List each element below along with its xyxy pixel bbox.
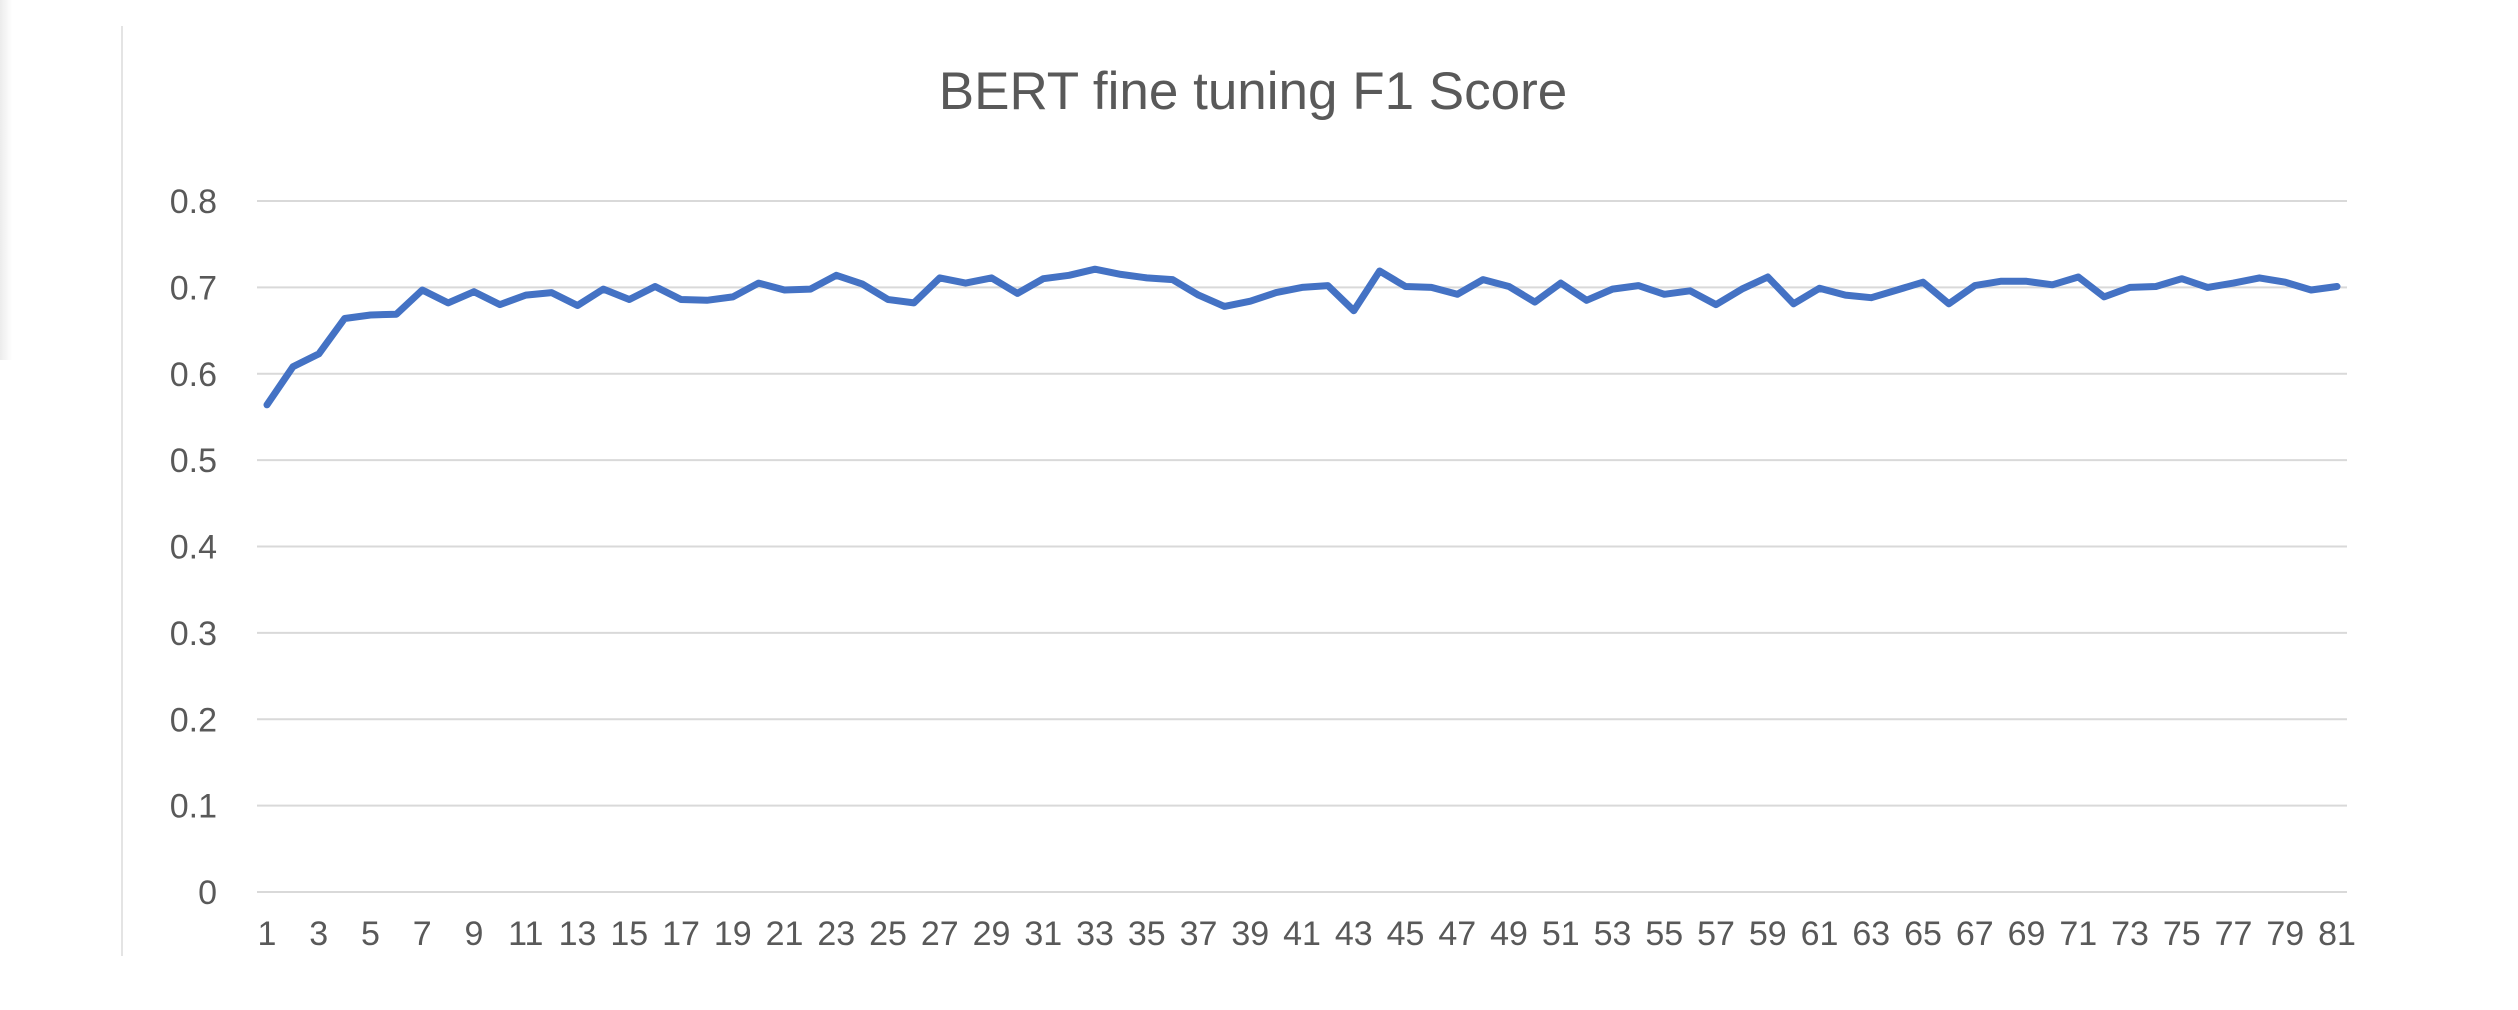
series-group	[263, 265, 2341, 409]
x-tick-label: 7	[413, 915, 432, 953]
series-line	[263, 265, 2341, 409]
x-tick-label: 69	[2008, 915, 2046, 953]
x-tick-label: 9	[465, 915, 484, 953]
x-tick-label: 37	[1180, 915, 1218, 953]
x-tick-label: 29	[973, 915, 1011, 953]
y-tick-label: 0.3	[170, 615, 217, 653]
x-tick-label: 27	[921, 915, 959, 953]
x-tick-label: 39	[1231, 915, 1269, 953]
x-axis-labels: 1 3 5 7 9 11 13 15 17 19 21 23 25 27 29 31 33 35 37 39 41 43 4…	[258, 915, 2356, 953]
x-tick-label: 81	[2318, 915, 2356, 953]
gridlines	[257, 200, 2347, 893]
x-tick-label: 1	[258, 915, 277, 953]
x-tick-label: 17	[662, 915, 700, 953]
chart-title: BERT fine tuning F1 Score	[939, 62, 1568, 121]
y-tick-label: 0	[198, 874, 217, 912]
x-tick-label: 47	[1438, 915, 1476, 953]
window-edge-shadow	[0, 0, 12, 360]
y-tick-label: 0.5	[170, 442, 217, 480]
y-tick-label: 0.8	[170, 183, 217, 221]
x-tick-label: 63	[1852, 915, 1890, 953]
x-tick-label: 5	[361, 915, 380, 953]
x-tick-label: 55	[1645, 915, 1683, 953]
x-tick-label: 11	[508, 915, 543, 953]
x-tick-label: 35	[1128, 915, 1166, 953]
x-tick-label: 23	[817, 915, 855, 953]
y-axis-labels: 0 0.1 0.2 0.3 0.4 0.5 0.6 0.7 0.8	[170, 183, 217, 912]
x-tick-label: 25	[869, 915, 907, 953]
x-tick-label: 65	[1904, 915, 1942, 953]
x-tick-label: 31	[1024, 915, 1062, 953]
x-tick-label: 67	[1956, 915, 1994, 953]
x-tick-label: 71	[2059, 915, 2097, 953]
y-tick-label: 0.6	[170, 356, 217, 394]
y-tick-label: 0.2	[170, 701, 217, 739]
chart-frame: BERT fine tuning F1 Score 0 0.1 0.2 0.3 0.4 0…	[121, 26, 2503, 956]
x-tick-label: 73	[2111, 915, 2149, 953]
x-tick-label: 51	[1542, 915, 1580, 953]
x-tick-label: 15	[610, 915, 648, 953]
x-tick-label: 57	[1697, 915, 1735, 953]
y-tick-label: 0.4	[170, 529, 217, 567]
x-tick-label: 41	[1283, 915, 1321, 953]
y-tick-label: 0.7	[170, 269, 217, 307]
line-chart: BERT fine tuning F1 Score 00.10.20.30.40…	[170, 62, 2356, 953]
x-tick-label: 43	[1335, 915, 1373, 953]
x-tick-label: 59	[1749, 915, 1787, 953]
x-tick-label: 13	[559, 915, 597, 953]
x-tick-label: 79	[2266, 915, 2304, 953]
y-tick-label: 0.1	[170, 788, 217, 826]
x-tick-label: 53	[1594, 915, 1632, 953]
x-tick-label: 75	[2163, 915, 2201, 953]
x-tick-label: 49	[1490, 915, 1528, 953]
x-tick-label: 21	[766, 915, 804, 953]
x-tick-label: 33	[1076, 915, 1114, 953]
x-tick-label: 3	[309, 915, 328, 953]
x-tick-label: 61	[1801, 915, 1839, 953]
x-tick-label: 77	[2215, 915, 2253, 953]
x-tick-label: 19	[714, 915, 752, 953]
x-tick-label: 45	[1387, 915, 1425, 953]
